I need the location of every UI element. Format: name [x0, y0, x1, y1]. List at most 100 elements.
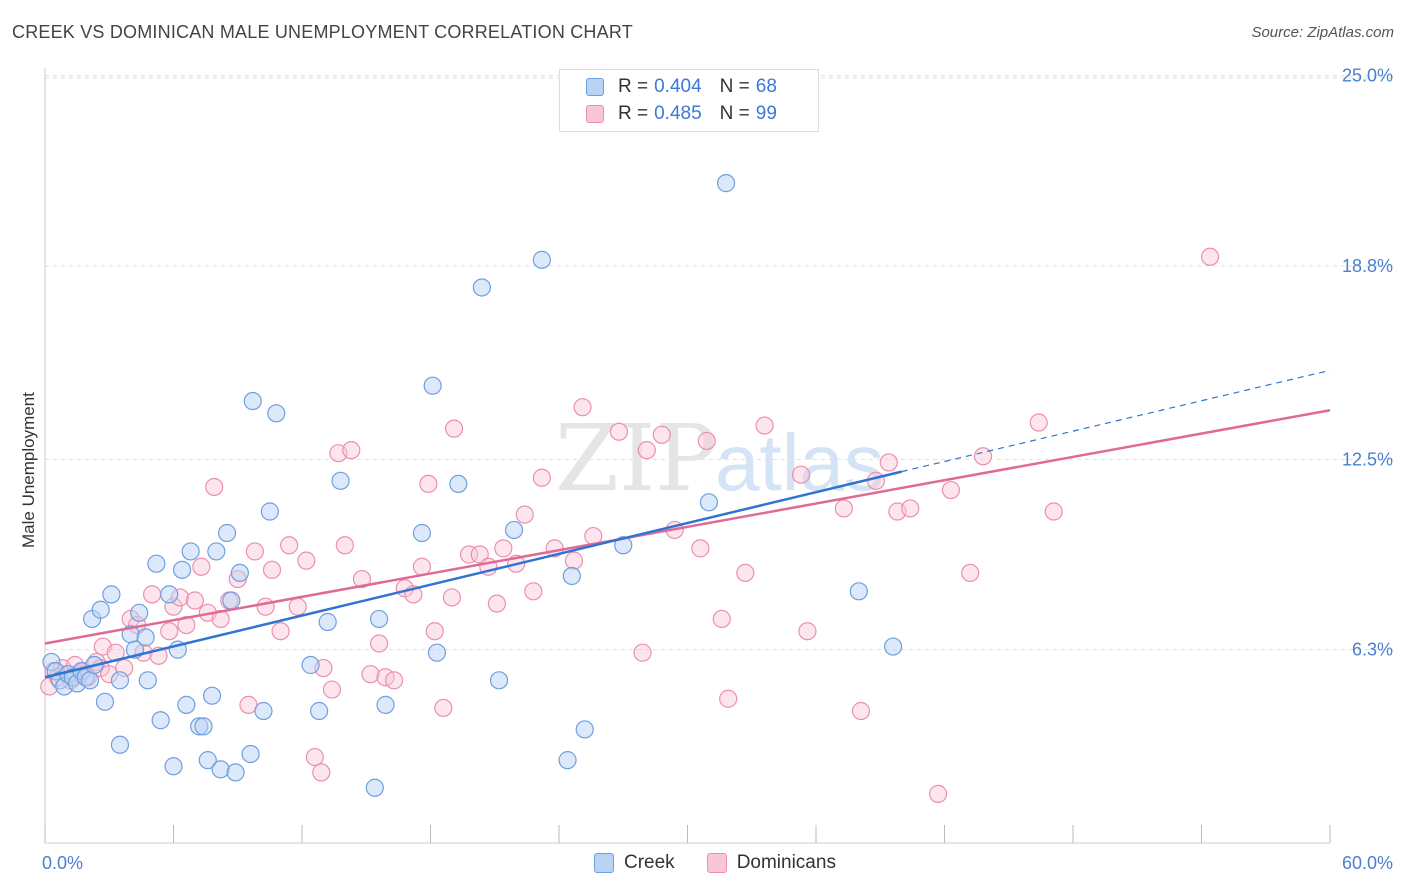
creek-point	[138, 671, 157, 690]
creek-point	[449, 474, 468, 493]
legend-n-value: 99	[755, 103, 777, 124]
dominicans-point	[524, 582, 543, 601]
dominicans-point	[271, 622, 290, 641]
creek-point	[575, 720, 594, 739]
dominicans-point	[719, 689, 738, 708]
dominicans-point	[142, 585, 162, 604]
dominicans-point	[532, 468, 551, 487]
dominicans-point	[973, 447, 993, 466]
creek-point	[226, 763, 245, 782]
creek-point	[181, 542, 200, 561]
creek-point	[172, 560, 192, 579]
creek-point	[532, 250, 551, 269]
legend: R = 0.404 N = 68 R = 0.485 N = 99	[559, 69, 819, 132]
dominicans-point	[470, 545, 489, 564]
creek-point	[472, 278, 491, 297]
creek-point	[130, 603, 149, 622]
legend-row-creek: R = 0.404 N = 68	[586, 75, 777, 99]
creek-point	[365, 778, 384, 797]
creek-point	[558, 751, 577, 770]
watermark-atlas: atlas	[715, 418, 884, 507]
dominicans-point	[1044, 502, 1063, 521]
creek-point	[217, 523, 237, 543]
bottom-legend-dominicans: Dominicans	[706, 852, 836, 874]
creek-point	[222, 591, 241, 610]
creek-point	[699, 493, 719, 512]
creek-point	[211, 760, 230, 779]
dominicans-point	[755, 416, 774, 435]
creek-point	[198, 751, 217, 770]
dominicans-point	[262, 560, 282, 579]
dominicans-point	[697, 431, 716, 451]
y-tick-label: 25.0%	[1342, 66, 1393, 86]
legend-n-label: N =	[719, 76, 750, 97]
dominicans-point	[941, 480, 961, 500]
grid-lines	[45, 75, 1395, 651]
creek-point	[241, 744, 260, 764]
dominicans-point	[442, 588, 462, 607]
creek-point	[427, 643, 447, 662]
creek-point	[91, 600, 110, 619]
creek-label: Creek	[624, 852, 675, 873]
dominicans-point	[305, 747, 324, 767]
dominicans-point	[879, 453, 898, 472]
dominicans-point	[444, 419, 464, 438]
creek-point	[376, 695, 395, 714]
dominicans-point	[361, 665, 380, 684]
creek-point	[194, 717, 213, 736]
creek-point	[716, 174, 736, 193]
dominicans-label: Dominicans	[736, 852, 836, 873]
legend-r-label: R =	[618, 103, 649, 124]
dominicans-point	[712, 609, 731, 629]
y-tick-label: 18.8%	[1342, 256, 1393, 276]
dominicans-point	[434, 698, 453, 718]
dominicans-point	[1200, 247, 1220, 266]
dominicans-point	[573, 398, 592, 417]
dominicans-point	[322, 680, 342, 699]
dominicans-swatch	[706, 853, 727, 873]
dominicans-point	[928, 784, 948, 803]
creek-point	[164, 757, 183, 776]
creek-point	[504, 520, 524, 540]
creek-point	[102, 585, 121, 604]
creek-point	[331, 471, 350, 490]
dominicans-point	[633, 643, 652, 662]
creek-point	[80, 671, 100, 690]
creek-point	[254, 701, 273, 721]
creek-trend-extension	[901, 369, 1331, 473]
creek-point	[230, 563, 249, 583]
creek-point	[202, 686, 222, 705]
source-label: Source: ZipAtlas.com	[1251, 24, 1394, 41]
dominicans-point	[515, 505, 534, 524]
dominicans-point	[691, 539, 710, 558]
x-tick-label: 60.0%	[1342, 853, 1393, 873]
creek-swatch	[594, 853, 614, 873]
axes	[44, 68, 1331, 844]
dominicans-point	[564, 551, 584, 570]
tick-labels: 6.3% 12.5% 18.8% 25.0% 0.0% 60.0%	[42, 66, 1393, 873]
creek-point	[151, 711, 170, 730]
chart-title: CREEK VS DOMINICAN MALE UNEMPLOYMENT COR…	[12, 22, 633, 42]
legend-r-value: 0.485	[654, 103, 702, 124]
dominicans-point	[487, 594, 506, 613]
dominicans-point	[609, 422, 629, 441]
creek-point	[136, 628, 155, 647]
dominicans-swatch	[586, 105, 604, 123]
creek-point	[207, 542, 226, 561]
creek-point	[489, 671, 509, 690]
creek-point	[883, 637, 903, 656]
dominicans-point	[384, 671, 404, 690]
dominicans-point	[961, 563, 980, 583]
creek-point	[160, 585, 179, 604]
creek-point	[614, 536, 633, 555]
dominicans-point	[791, 465, 811, 484]
dominicans-point	[412, 557, 432, 576]
dominicans-point	[736, 563, 755, 583]
legend-n-value: 68	[755, 76, 777, 97]
legend-r-value: 0.404	[654, 76, 702, 97]
creek-point	[260, 502, 279, 521]
dominicans-point	[494, 539, 513, 558]
dominicans-point	[425, 622, 444, 641]
dominicans-point	[798, 622, 817, 641]
